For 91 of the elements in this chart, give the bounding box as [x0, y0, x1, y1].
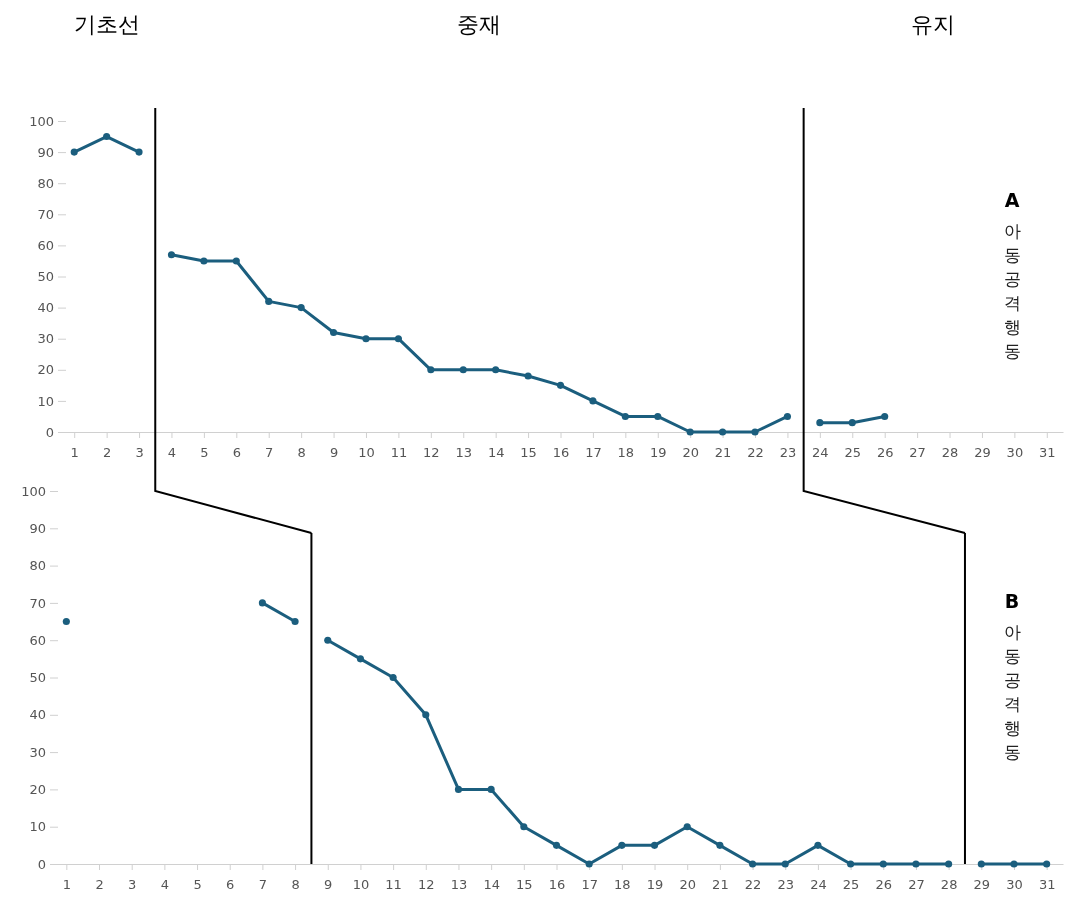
- x-tick-label: 8: [297, 444, 306, 460]
- x-tick-label: 20: [682, 444, 699, 460]
- x-tick-label: 25: [844, 444, 862, 460]
- x-tick-label: 13: [455, 444, 473, 460]
- x-tick-label: 11: [390, 444, 408, 460]
- x-tick-label: 19: [646, 876, 664, 892]
- text: B: [1004, 589, 1020, 612]
- x-tick-label: 4: [167, 444, 177, 460]
- x-tick-label: 5: [193, 876, 202, 892]
- x-tick-label: 31: [1039, 444, 1056, 460]
- x-tick-label: 18: [614, 876, 631, 892]
- x-tick-label: 3: [135, 444, 144, 460]
- y-tick-label: 60: [29, 632, 46, 648]
- x-tick-label: 23: [777, 876, 795, 892]
- x-tick-label: 29: [974, 444, 991, 460]
- x-tick-label: 14: [483, 876, 500, 892]
- y-tick-label: 0: [37, 856, 46, 872]
- text: A: [1004, 188, 1020, 211]
- x-tick-label: 27: [909, 444, 926, 460]
- x-tick-label: 9: [329, 444, 339, 460]
- x-tick-label: 2: [95, 876, 104, 892]
- text: 중재: [457, 12, 502, 37]
- x-tick-label: 20: [679, 876, 696, 892]
- x-tick-label: 13: [450, 876, 468, 892]
- x-tick-label: 30: [1006, 444, 1024, 460]
- y-tick-label: 100: [29, 113, 54, 129]
- y-tick-label: 50: [37, 269, 54, 285]
- x-tick-label: 31: [1038, 876, 1056, 892]
- y-tick-label: 30: [37, 331, 54, 347]
- x-tick-label: 16: [552, 444, 570, 460]
- x-tick-label: 16: [548, 876, 566, 892]
- x-tick-label: 5: [200, 444, 209, 460]
- x-tick-label: 29: [973, 876, 991, 892]
- x-tick-label: 21: [712, 876, 729, 892]
- x-tick-label: 1: [62, 876, 71, 892]
- x-tick-label: 7: [258, 876, 268, 892]
- x-tick-label: 12: [423, 444, 440, 460]
- y-tick-label: 50: [29, 670, 46, 686]
- x-tick-label: 6: [226, 876, 235, 892]
- x-tick-label: 10: [358, 444, 375, 460]
- x-tick-label: 30: [1006, 876, 1023, 892]
- y-tick-label: 20: [29, 782, 46, 798]
- x-tick-label: 15: [520, 444, 537, 460]
- x-tick-label: 21: [714, 444, 732, 460]
- x-tick-label: 1: [70, 444, 79, 460]
- y-tick-label: 70: [29, 595, 46, 611]
- y-tick-label: 80: [29, 558, 46, 574]
- x-tick-label: 10: [352, 876, 370, 892]
- x-tick-label: 23: [779, 444, 797, 460]
- x-tick-label: 6: [232, 444, 241, 460]
- x-tick-label: 28: [941, 444, 959, 460]
- y-tick-label: 60: [37, 238, 54, 254]
- x-tick-label: 25: [842, 876, 860, 892]
- text: 기초선: [73, 12, 140, 37]
- y-tick-label: 10: [29, 819, 46, 835]
- x-tick-label: 4: [160, 876, 170, 892]
- y-tick-label: 10: [37, 393, 54, 409]
- x-tick-label: 26: [875, 876, 893, 892]
- x-tick-label: 3: [128, 876, 137, 892]
- x-tick-label: 26: [876, 444, 894, 460]
- y-tick-label: 20: [37, 362, 54, 378]
- y-axis-title: 아동공격행동: [1003, 220, 1021, 361]
- x-tick-label: 11: [385, 876, 402, 892]
- x-tick-label: 12: [418, 876, 435, 892]
- y-tick-label: 30: [29, 744, 46, 760]
- x-tick-label: 17: [581, 876, 598, 892]
- x-tick-label: 7: [265, 444, 274, 460]
- y-tick-label: 40: [29, 707, 46, 723]
- x-tick-label: 28: [940, 876, 958, 892]
- x-tick-label: 17: [585, 444, 602, 460]
- x-tick-label: 27: [908, 876, 925, 892]
- x-tick-label: 24: [812, 444, 829, 460]
- x-tick-label: 22: [747, 444, 764, 460]
- x-tick-label: 14: [487, 444, 505, 460]
- y-tick-label: 80: [37, 175, 54, 191]
- y-tick-label: 90: [29, 520, 46, 536]
- x-tick-label: 18: [617, 444, 635, 460]
- y-tick-label: 90: [37, 144, 54, 160]
- x-tick-label: 15: [516, 876, 533, 892]
- text: 유지: [911, 12, 956, 37]
- x-tick-label: 22: [744, 876, 762, 892]
- y-tick-label: 40: [37, 300, 54, 316]
- y-tick-label: 100: [21, 483, 46, 499]
- x-tick-label: 8: [291, 876, 300, 892]
- x-tick-label: 9: [324, 876, 333, 892]
- x-tick-label: 2: [102, 444, 112, 460]
- y-tick-label: 0: [45, 424, 54, 440]
- y-tick-label: 70: [37, 206, 54, 222]
- x-tick-label: 19: [649, 444, 667, 460]
- x-tick-label: 24: [810, 876, 827, 892]
- y-axis-title: 아동공격행동: [1003, 621, 1021, 762]
